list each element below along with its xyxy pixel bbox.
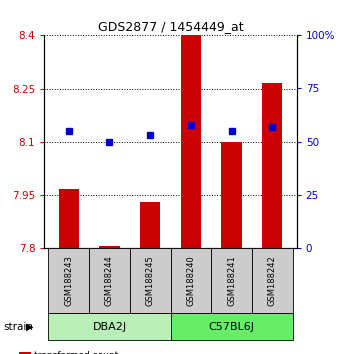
Bar [140,202,160,248]
Bar [181,35,201,248]
Text: ▶: ▶ [26,321,33,332]
Text: GSM188244: GSM188244 [105,255,114,306]
Title: GDS2877 / 1454449_at: GDS2877 / 1454449_at [98,20,243,33]
Bar [99,246,120,248]
Text: transformed count: transformed count [34,351,118,354]
Text: DBA2J: DBA2J [92,321,127,332]
Text: GSM188245: GSM188245 [146,255,155,306]
Text: GSM188243: GSM188243 [64,255,73,306]
Text: GSM188242: GSM188242 [268,255,277,306]
Text: GSM188240: GSM188240 [186,255,195,306]
Text: GSM188241: GSM188241 [227,255,236,306]
Text: strain: strain [3,321,33,332]
Bar [221,142,242,248]
Bar [59,189,79,248]
Text: C57BL6J: C57BL6J [209,321,254,332]
Bar [262,83,282,248]
